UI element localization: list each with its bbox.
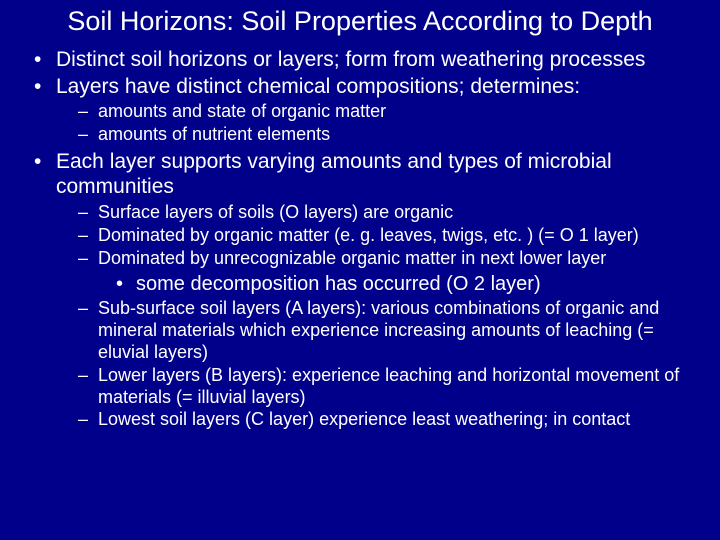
sub-item: Lowest soil layers (C layer) experience … [76,409,700,431]
sub-text: amounts of nutrient elements [98,124,330,144]
sub-item: amounts of nutrient elements [76,124,700,146]
sub-item: Surface layers of soils (O layers) are o… [76,202,700,224]
subsub-item: some decomposition has occurred (O 2 lay… [114,272,700,296]
sub-text: Surface layers of soils (O layers) are o… [98,202,453,222]
subsub-text: some decomposition has occurred (O 2 lay… [136,273,541,295]
bullet-item: Layers have distinct chemical compositio… [30,75,700,147]
slide: Soil Horizons: Soil Properties According… [0,0,720,540]
sub-item: amounts and state of organic matter [76,101,700,123]
sub-item: Dominated by organic matter (e. g. leave… [76,225,700,247]
sub-list: Surface layers of soils (O layers) are o… [56,202,700,432]
sub-list: amounts and state of organic matter amou… [56,101,700,146]
bullet-item: Each layer supports varying amounts and … [30,150,700,431]
sub-text: Dominated by unrecognizable organic matt… [98,248,606,268]
bullet-text: Layers have distinct chemical compositio… [56,75,580,98]
slide-title: Soil Horizons: Soil Properties According… [58,6,662,38]
sub-text: Lowest soil layers (C layer) experience … [98,409,630,429]
sub-item: Sub-surface soil layers (A layers): vari… [76,298,700,364]
sub-text: Sub-surface soil layers (A layers): vari… [98,298,659,362]
sub-text: Lower layers (B layers): experience leac… [98,365,679,407]
bullet-text: Each layer supports varying amounts and … [56,150,612,198]
bullet-item: Distinct soil horizons or layers; form f… [30,48,700,73]
bullet-text: Distinct soil horizons or layers; form f… [56,48,645,71]
sub-item: Lower layers (B layers): experience leac… [76,365,700,409]
sub-text: amounts and state of organic matter [98,101,386,121]
subsub-list: some decomposition has occurred (O 2 lay… [98,272,700,296]
bullet-list: Distinct soil horizons or layers; form f… [20,48,700,432]
sub-item: Dominated by unrecognizable organic matt… [76,248,700,296]
sub-text: Dominated by organic matter (e. g. leave… [98,225,639,245]
